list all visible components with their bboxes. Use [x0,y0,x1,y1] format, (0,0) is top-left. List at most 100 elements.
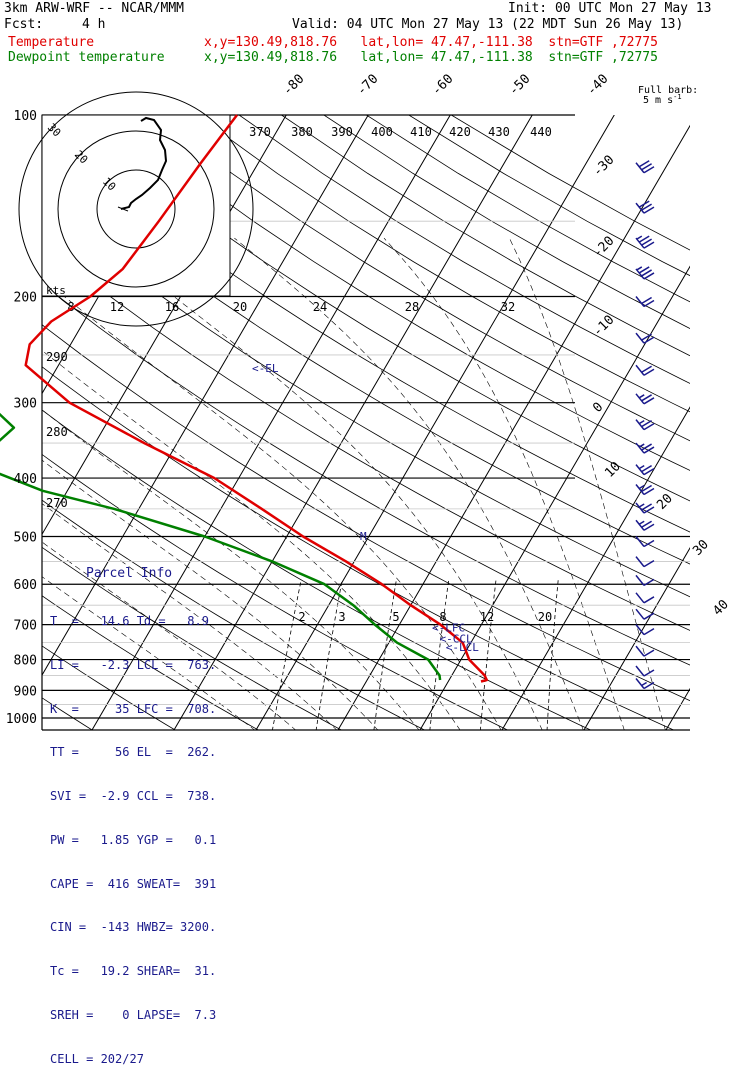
parcel-row: CELL = 202/27 [44,1052,230,1067]
parcel-row: CIN = -143 HWBZ= 3200. [44,920,230,935]
mixing-ratio-label: 3 [338,610,345,624]
wind-barb-flag [644,629,654,635]
profile-annotation: <-LCL [446,641,479,654]
wind-barb-halfflag [639,521,644,524]
pressure-label: 100 [14,109,37,124]
wind-barb [636,520,654,530]
barb-key-unit: 5 m s [643,95,673,106]
profile-annotation: <-EL [252,362,279,375]
hodograph-speed-label: 16 [165,300,179,314]
parcel-row: TT = 56 EL = 262. [44,745,230,760]
wind-barb-shaft [636,666,644,676]
wind-barb-halfflag [639,421,644,424]
isotherm-line [0,102,48,731]
mixing-ratio-line [480,580,496,731]
theta-e-label: 440 [530,125,552,139]
dry-adiabat-label: 270 [46,496,68,510]
pressure-label: 300 [14,397,37,412]
wind-barb [636,365,654,375]
pressure-label: 500 [14,530,37,545]
wind-barb-flag [644,540,654,546]
parcel-row: LI = -2.3 LCL = 763. [44,658,230,673]
wind-barb-shaft [636,333,644,343]
hodograph-speed-label: 32 [501,300,515,314]
dry-adiabat-line [324,115,740,731]
parcel-row: CAPE = 416 SWEAT= 391 [44,877,230,892]
hodograph-frame [42,115,230,296]
parcel-row: SREH = 0 LAPSE= 7.3 [44,1008,230,1023]
isotherm-label: 40 [710,597,732,619]
wind-barb [636,394,654,404]
wind-barb-halfflag [639,466,644,469]
wind-barb-halfflag [639,395,644,398]
wind-barb-shaft [636,679,644,689]
wind-barb-flag [644,650,654,656]
isotherm-label: 30 [690,537,712,559]
hodograph-speed-label: 28 [405,300,419,314]
wind-barb-halfflag [639,504,644,507]
wind-barb-shaft [636,646,644,656]
theta-e-label: 380 [291,125,313,139]
isotherm-label: 20 [654,491,676,513]
wind-barb [636,503,654,513]
dry-adiabat-line [451,115,740,731]
parcel-row: Tc = 19.2 SHEAR= 31. [44,964,230,979]
isotherm-label: 10 [602,459,624,481]
wind-barb-shaft [636,365,644,375]
hodograph-speed-label: 24 [313,300,327,314]
pressure-label: 900 [14,684,37,699]
isotherm-label: -60 [429,72,456,99]
barb-key-line2: 5 m s-1 [643,93,682,106]
dry-adiabat-label: 290 [46,350,68,364]
isotherm-label: -70 [354,72,381,99]
wind-barb-shaft [636,593,644,603]
theta-e-label: 410 [410,125,432,139]
mixing-ratio-line [316,580,342,731]
wind-barb-flag [644,597,654,603]
isotherm-label: -80 [280,72,307,99]
theta-e-label: 400 [371,125,393,139]
pressure-label: 800 [14,654,37,669]
moist-adiabat-line [509,238,665,731]
isotherm-label: -30 [590,153,617,180]
isotherm-label: -50 [506,72,533,99]
parcel-row: T = 14.6 Td = 8.9 [44,614,230,629]
wind-barb [636,333,654,343]
theta-e-label: 390 [331,125,353,139]
wind-barb-halfflag [637,267,642,270]
profile-annotation: M [360,530,367,543]
pressure-label: 200 [14,291,37,306]
wind-barb [636,666,654,676]
wind-barb [636,593,654,603]
theta-e-label: 370 [249,125,271,139]
wind-barb [636,609,654,619]
isotherm-line [502,102,740,731]
isotherm-label: -40 [584,72,611,99]
parcel-row: PW = 1.85 YGP = 0.1 [44,833,230,848]
pressure-label: 1000 [6,712,37,727]
wind-barb-halfflag [637,236,642,239]
wind-barb-shaft [636,609,644,619]
hodograph-speed-unit: kts [46,284,66,297]
wind-barb [636,420,654,430]
wind-barb [636,161,654,173]
isotherm-line [666,102,740,731]
mixing-ratio-label: 2 [298,610,305,624]
parcel-row: K = 35 LFC = 708. [44,702,230,717]
parcel-info-title: Parcel Info [44,567,230,582]
pressure-label: 700 [14,619,37,634]
mixing-ratio-line [272,580,301,731]
theta-e-label: 420 [449,125,471,139]
pressure-label: 600 [14,578,37,593]
dry-adiabat-line [282,115,740,731]
isotherm-line [584,102,740,731]
wind-barb [636,485,654,495]
parcel-row: SVI = -2.9 CCL = 738. [44,789,230,804]
mixing-ratio-label: 20 [538,610,552,624]
pressure-label: 400 [14,472,37,487]
theta-e-label: 430 [488,125,510,139]
dry-adiabat-label: 280 [46,425,68,439]
wind-barb [636,236,654,248]
barb-key-sup: -1 [673,93,681,101]
mixing-ratio-label: 5 [392,610,399,624]
